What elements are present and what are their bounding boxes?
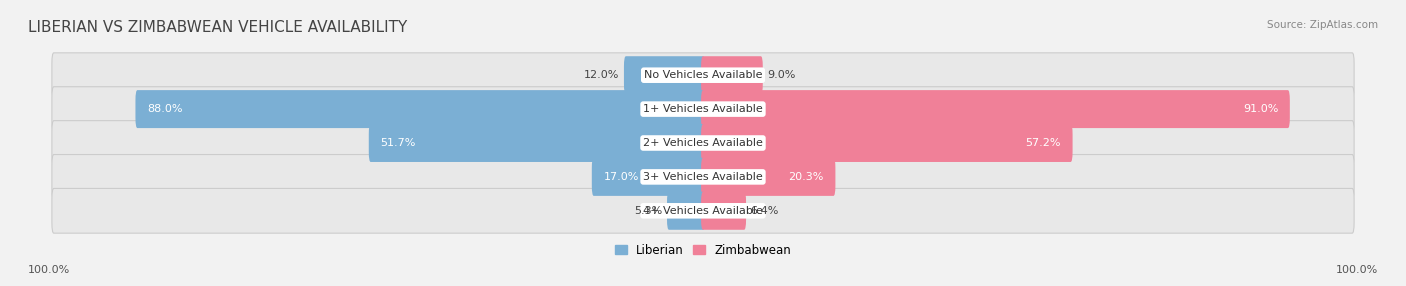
FancyBboxPatch shape xyxy=(702,90,1289,128)
Text: 6.4%: 6.4% xyxy=(751,206,779,216)
Text: 3+ Vehicles Available: 3+ Vehicles Available xyxy=(643,172,763,182)
Text: 2+ Vehicles Available: 2+ Vehicles Available xyxy=(643,138,763,148)
FancyBboxPatch shape xyxy=(666,192,704,230)
Text: 12.0%: 12.0% xyxy=(583,70,620,80)
FancyBboxPatch shape xyxy=(52,188,1354,233)
FancyBboxPatch shape xyxy=(702,158,835,196)
FancyBboxPatch shape xyxy=(52,154,1354,199)
Text: LIBERIAN VS ZIMBABWEAN VEHICLE AVAILABILITY: LIBERIAN VS ZIMBABWEAN VEHICLE AVAILABIL… xyxy=(28,20,408,35)
Text: No Vehicles Available: No Vehicles Available xyxy=(644,70,762,80)
Text: 100.0%: 100.0% xyxy=(28,265,70,275)
Legend: Liberian, Zimbabwean: Liberian, Zimbabwean xyxy=(610,239,796,262)
FancyBboxPatch shape xyxy=(368,124,704,162)
Text: 51.7%: 51.7% xyxy=(381,138,416,148)
FancyBboxPatch shape xyxy=(592,158,704,196)
Text: 57.2%: 57.2% xyxy=(1025,138,1062,148)
Text: 4+ Vehicles Available: 4+ Vehicles Available xyxy=(643,206,763,216)
Text: 88.0%: 88.0% xyxy=(148,104,183,114)
FancyBboxPatch shape xyxy=(702,192,747,230)
FancyBboxPatch shape xyxy=(52,87,1354,132)
Text: 1+ Vehicles Available: 1+ Vehicles Available xyxy=(643,104,763,114)
Text: 20.3%: 20.3% xyxy=(789,172,824,182)
FancyBboxPatch shape xyxy=(702,56,763,94)
FancyBboxPatch shape xyxy=(52,121,1354,165)
Text: 5.3%: 5.3% xyxy=(634,206,662,216)
Text: 91.0%: 91.0% xyxy=(1243,104,1278,114)
FancyBboxPatch shape xyxy=(702,124,1073,162)
FancyBboxPatch shape xyxy=(135,90,704,128)
Text: 17.0%: 17.0% xyxy=(603,172,638,182)
FancyBboxPatch shape xyxy=(52,53,1354,98)
FancyBboxPatch shape xyxy=(624,56,704,94)
Text: 9.0%: 9.0% xyxy=(768,70,796,80)
Text: Source: ZipAtlas.com: Source: ZipAtlas.com xyxy=(1267,20,1378,30)
Text: 100.0%: 100.0% xyxy=(1336,265,1378,275)
